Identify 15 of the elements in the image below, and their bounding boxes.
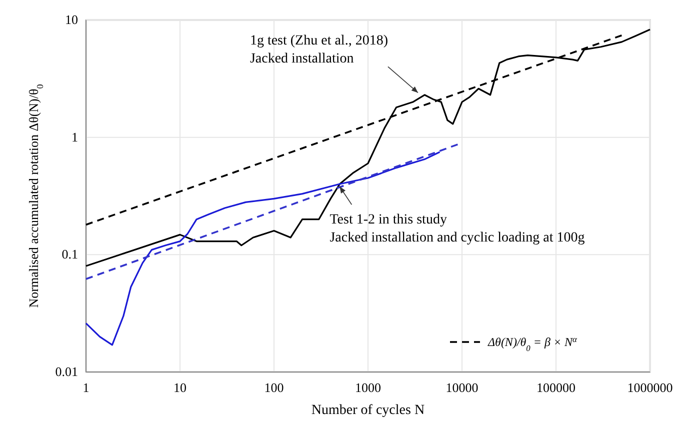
y-tick-label: 0.1 xyxy=(62,246,78,262)
x-axis-title: Number of cycles N xyxy=(311,403,425,418)
annotation: 1g test (Zhu et al., 2018) Jacked installation xyxy=(250,34,388,67)
x-tick-label: 100000 xyxy=(536,380,576,395)
y-tick-label: 1 xyxy=(72,129,78,144)
legend-label: Δθ(N)/θ$_{0}$ = β × N$^{α}$ xyxy=(487,334,578,352)
x-tick-label: 10000 xyxy=(446,380,478,395)
annotation: Test 1-2 in this study Jacked installation and cyclic loading at 100g xyxy=(330,212,585,246)
x-tick-label: 1 xyxy=(82,380,90,395)
x-tick-label: 1000 xyxy=(355,380,381,395)
x-tick-label: 100 xyxy=(264,380,284,395)
y-tick-label: 10 xyxy=(65,12,78,27)
y-tick-label: 0.01 xyxy=(55,364,78,379)
x-tick-label: 10 xyxy=(174,380,186,395)
x-tick-label: 1000000 xyxy=(627,380,673,395)
